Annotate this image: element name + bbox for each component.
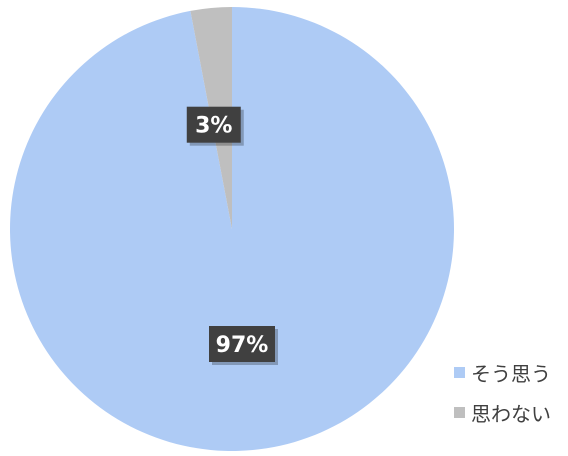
legend: そう思う 思わない (440, 346, 568, 438)
legend-label-sou-omou: そう思う (471, 361, 551, 386)
data-label-text-0: 97% (216, 333, 269, 358)
legend-swatch-omowanai (454, 406, 465, 418)
data-label-box-0 (209, 326, 275, 362)
legend-item-sou-omou: そう思う (454, 352, 568, 392)
pie-slice-0 (9, 7, 454, 451)
data-label-box-1 (186, 106, 241, 143)
legend-swatch-sou-omou (454, 366, 465, 378)
data-label-0: 97% (209, 326, 278, 365)
legend-label-omowanai: 思わない (471, 401, 551, 426)
data-label-text-1: 3% (195, 114, 232, 139)
legend-item-omowanai: 思わない (454, 392, 568, 432)
data-label-1: 3% (186, 106, 244, 146)
